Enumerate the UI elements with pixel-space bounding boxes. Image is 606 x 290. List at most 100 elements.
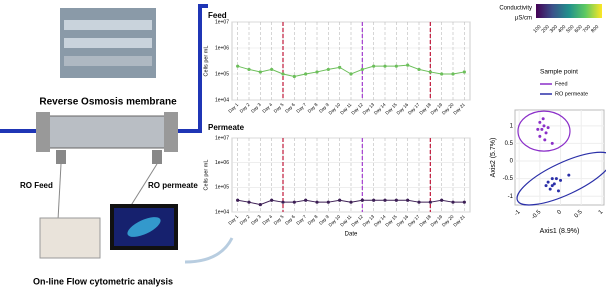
x-axis-label: Date (345, 232, 358, 238)
point (547, 181, 550, 184)
point (270, 199, 273, 202)
x-tick-label: Day 4 (261, 214, 273, 226)
y-tick-label: 0.5 (505, 141, 514, 147)
colorbar: ConductivityµS/cm10020030040050060070080… (499, 4, 602, 34)
x-tick-label: Day 7 (295, 102, 307, 114)
y-tick-label: 1e+05 (215, 185, 229, 191)
x-tick-label: Day 2 (239, 214, 251, 226)
point (236, 65, 239, 68)
cytometer (40, 218, 100, 258)
x-tick-label: Day 3 (250, 214, 262, 226)
x-tick-label: 1 (598, 209, 605, 216)
chart-title: Permeate (208, 123, 245, 132)
y-axis-label: Axis2 (5.7%) (490, 138, 497, 178)
point (463, 70, 466, 73)
point (236, 199, 239, 202)
point (451, 201, 454, 204)
point (395, 199, 398, 202)
point (259, 70, 262, 73)
point (536, 128, 539, 131)
point (557, 189, 560, 192)
point (361, 68, 364, 71)
point (555, 177, 558, 180)
y-tick-label: 1e+04 (215, 97, 229, 103)
point (538, 121, 541, 124)
x-tick-label: -1 (514, 209, 522, 217)
point (338, 66, 341, 69)
x-tick-label: Day 21 (452, 214, 466, 228)
point (549, 188, 552, 191)
x-tick-label: Day 7 (295, 214, 307, 226)
point (429, 70, 432, 73)
point (383, 65, 386, 68)
x-tick-label: Day 5 (273, 214, 285, 226)
legend-title: Sample point (540, 69, 578, 76)
photo-pipe (64, 20, 152, 30)
y-tick-label: 1 (510, 123, 514, 129)
point (406, 63, 409, 66)
point (542, 124, 545, 127)
x-tick-label: -0.5 (531, 209, 543, 221)
point (361, 199, 364, 202)
point (463, 201, 466, 204)
point (304, 199, 307, 202)
x-tick-label: Day 2 (239, 102, 251, 114)
x-tick-label: Day 6 (284, 214, 296, 226)
ro-permeate-label: RO permeate (148, 181, 198, 190)
membrane-body (42, 116, 172, 148)
x-tick-label: Day 4 (261, 102, 273, 114)
flange (36, 112, 50, 152)
point (327, 201, 330, 204)
point (440, 199, 443, 202)
photo-pipe (64, 56, 152, 66)
x-tick-label: Day 3 (250, 102, 262, 114)
point (247, 68, 250, 71)
x-tick-label: Day 1 (227, 102, 239, 114)
point (372, 65, 375, 68)
ro-feed-label: RO Feed (20, 181, 53, 190)
point (281, 72, 284, 75)
arrow (185, 238, 232, 262)
flange (164, 112, 178, 152)
tube (58, 164, 61, 220)
y-axis-label: Cells per mL (203, 46, 209, 77)
y-tick-label: 0 (510, 159, 514, 165)
analysis-label: On-line Flow cytometric analysis (33, 276, 173, 286)
point (315, 70, 318, 73)
x-tick-label: Day 8 (307, 214, 319, 226)
point (451, 72, 454, 75)
x-tick-label: 0 (556, 209, 563, 216)
point (551, 177, 554, 180)
point (417, 68, 420, 71)
membrane-label: Reverse Osmosis membrane (39, 97, 177, 108)
point (542, 117, 545, 120)
point (406, 199, 409, 202)
point (304, 72, 307, 75)
point (281, 201, 284, 204)
point (327, 68, 330, 71)
colorbar-tick: 800 (590, 24, 600, 34)
figure: Reverse Osmosis membrane RO Feed RO perm… (0, 0, 606, 290)
x-tick-label: Day 6 (284, 102, 296, 114)
x-axis-label: Axis1 (8.9%) (540, 228, 580, 235)
point (383, 199, 386, 202)
y-tick-label: 1e+06 (215, 45, 229, 51)
point (545, 131, 548, 134)
point (547, 126, 550, 129)
y-tick-label: -0.5 (503, 176, 514, 182)
point (540, 128, 543, 131)
x-tick-label: 0.5 (574, 209, 585, 220)
port (152, 150, 162, 164)
point (545, 184, 548, 187)
y-tick-label: 1e+04 (215, 209, 229, 215)
y-tick-label: 1e+05 (215, 71, 229, 77)
colorbar-title: Conductivity (499, 6, 532, 12)
y-axis-label: Cells per mL (203, 160, 209, 191)
x-tick-label: Day 5 (273, 102, 285, 114)
colorbar-unit: µS/cm (515, 16, 532, 22)
legend-label: RO permeate (555, 91, 588, 97)
point (349, 201, 352, 204)
point (538, 135, 541, 138)
point (270, 68, 273, 71)
